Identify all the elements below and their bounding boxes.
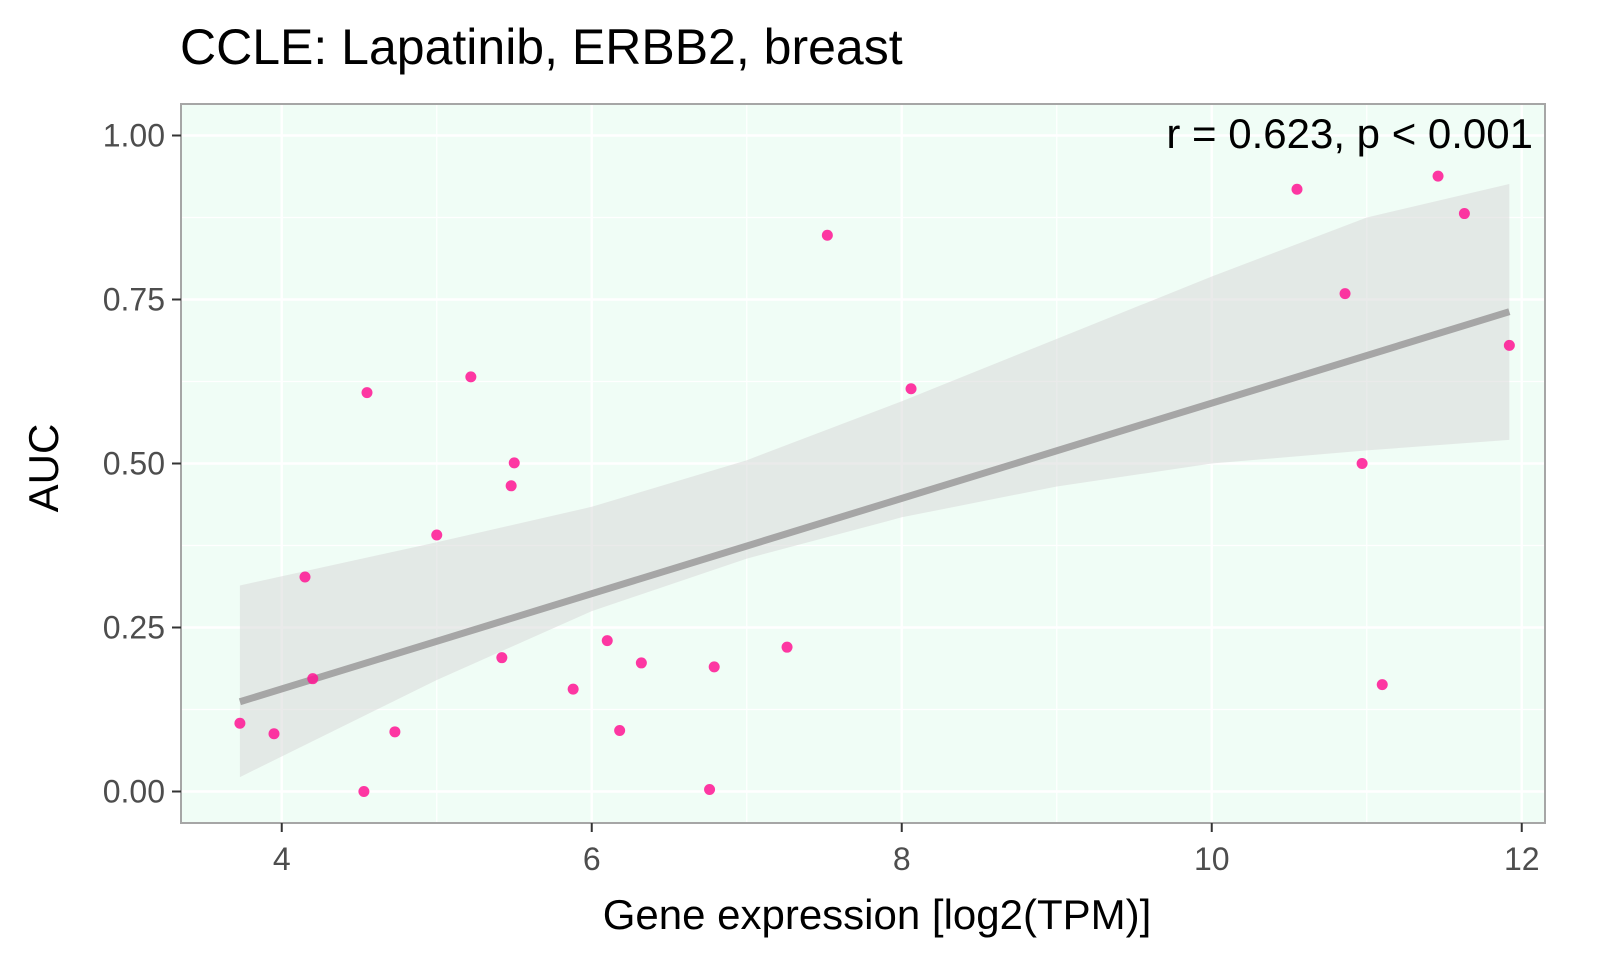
x-tick-label: 10 xyxy=(1194,841,1230,877)
y-tick-label: 0.00 xyxy=(103,774,165,810)
data-point xyxy=(465,371,477,383)
data-point xyxy=(1503,339,1515,351)
y-axis: 0.00 0.25 0.50 0.75 1.00 xyxy=(103,117,181,810)
data-point xyxy=(1291,183,1303,195)
x-axis: 4 6 8 10 12 xyxy=(273,823,1540,877)
x-axis-title: Gene expression [log2(TPM)] xyxy=(603,891,1152,938)
data-point xyxy=(508,457,520,469)
data-point xyxy=(361,387,373,399)
data-points xyxy=(234,170,1515,798)
data-point xyxy=(1432,170,1444,182)
confidence-band xyxy=(239,184,1510,778)
data-point xyxy=(1458,208,1470,220)
data-point xyxy=(496,652,508,664)
data-point xyxy=(505,480,517,492)
y-tick-label: 0.25 xyxy=(103,610,165,646)
data-point xyxy=(567,683,579,695)
correlation-annotation: r = 0.623, p < 0.001 xyxy=(1166,110,1533,157)
data-point xyxy=(614,725,626,737)
data-point xyxy=(307,673,319,685)
data-point xyxy=(1339,288,1351,300)
y-tick-label: 0.75 xyxy=(103,281,165,317)
data-point xyxy=(708,661,720,673)
data-point xyxy=(1356,458,1368,469)
data-point xyxy=(821,229,833,241)
data-point xyxy=(704,784,716,796)
data-point xyxy=(389,726,401,738)
data-point xyxy=(234,717,246,729)
x-tick-label: 12 xyxy=(1504,841,1540,877)
x-tick-label: 6 xyxy=(583,841,601,877)
data-point xyxy=(1376,679,1388,691)
data-point xyxy=(299,571,311,583)
data-point xyxy=(781,641,793,653)
x-tick-label: 4 xyxy=(273,841,291,877)
data-point xyxy=(601,635,613,647)
data-point xyxy=(358,786,370,798)
data-point xyxy=(431,529,443,541)
y-tick-label: 1.00 xyxy=(103,117,165,153)
chart-title: CCLE: Lapatinib, ERBB2, breast xyxy=(180,19,903,75)
data-point xyxy=(268,728,280,740)
data-point xyxy=(905,383,917,395)
data-point xyxy=(635,657,647,669)
y-tick-label: 0.50 xyxy=(103,446,165,482)
x-tick-label: 8 xyxy=(893,841,911,877)
regression-line xyxy=(238,308,1511,706)
y-axis-title: AUC xyxy=(20,424,67,513)
